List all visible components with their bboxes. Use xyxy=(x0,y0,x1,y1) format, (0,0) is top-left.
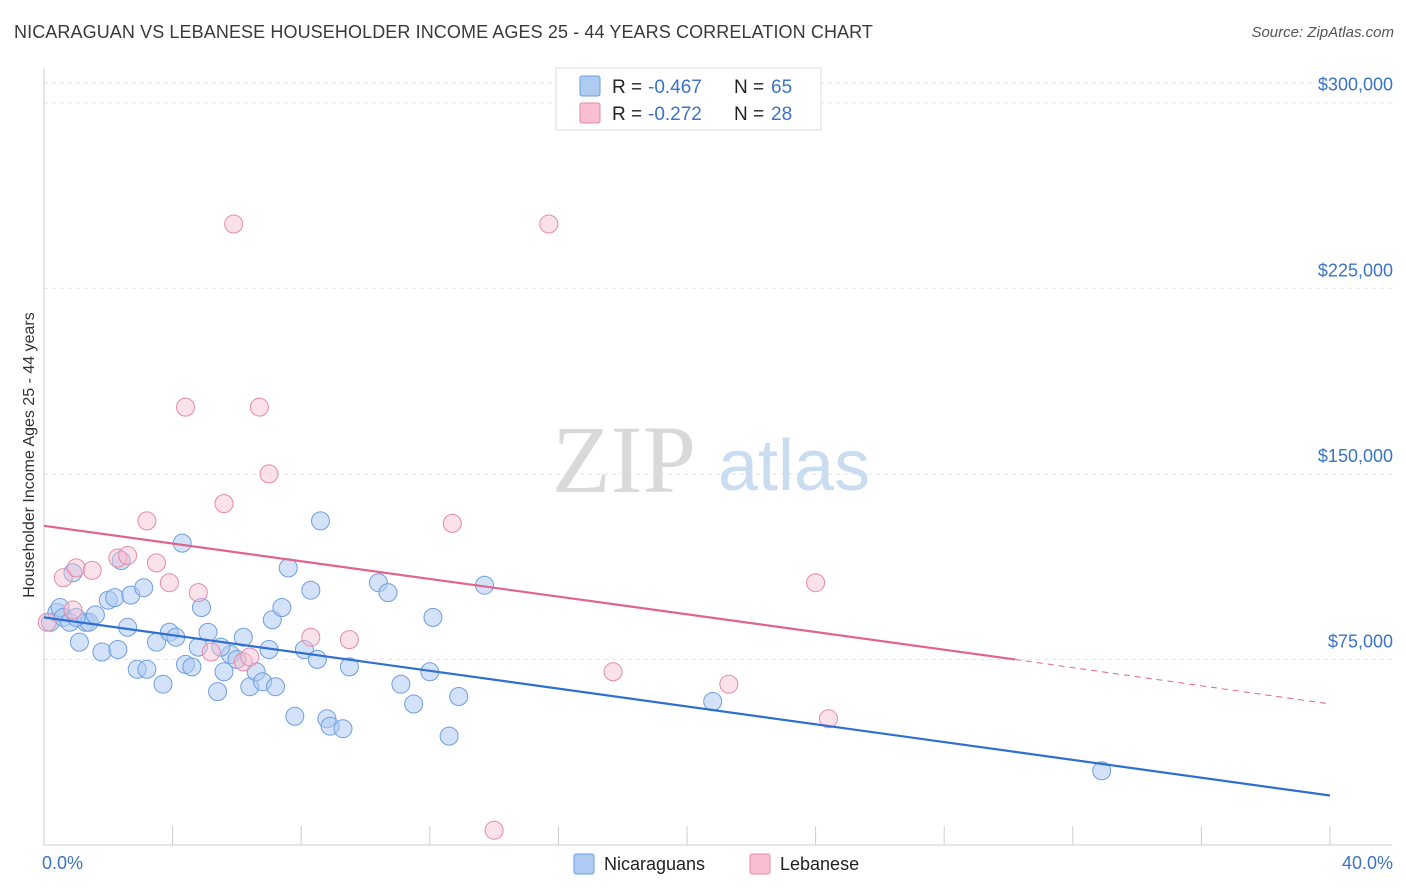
nicaraguan-point xyxy=(703,692,723,711)
nicaraguan-point xyxy=(153,674,173,694)
y-tick-label: $300,000 xyxy=(1318,75,1393,95)
lebanese-point xyxy=(240,647,260,667)
x-tick-label: 40.0% xyxy=(1342,853,1393,873)
lebanese-point xyxy=(224,214,244,234)
lebanese-point xyxy=(484,820,504,840)
nicaraguan-point xyxy=(105,588,125,608)
nicaraguan-point xyxy=(182,657,202,677)
lebanese-point xyxy=(66,558,86,578)
nicaraguan-point xyxy=(311,511,330,531)
lebanese-point xyxy=(137,511,157,531)
bottom-legend-label-lebanese: Lebanese xyxy=(780,854,859,874)
watermark: ZIP atlas xyxy=(552,406,870,513)
lebanese-point xyxy=(37,612,57,632)
lebanese-point xyxy=(53,568,73,588)
lebanese-point xyxy=(201,642,221,662)
lebanese-point xyxy=(118,546,138,565)
nicaraguan-point xyxy=(272,598,292,617)
nicaraguan-point xyxy=(208,682,228,702)
nicaraguan-point xyxy=(278,558,298,578)
nicaraguan-point xyxy=(214,662,234,682)
lebanese-point xyxy=(603,662,623,682)
y-tick-labels: $75,000 $150,000 $225,000 $300,000 xyxy=(1318,75,1393,652)
lebanese-trend-line xyxy=(43,524,1016,661)
chart-title: NICARAGUAN VS LEBANESE HOUSEHOLDER INCOM… xyxy=(14,22,874,42)
bottom-legend-swatch-lebanese xyxy=(749,853,771,875)
legend-bottom: Nicaraguans Lebanese xyxy=(573,853,859,875)
legend-r-label-2: R = xyxy=(612,104,642,125)
lebanese-point xyxy=(63,600,83,620)
legend-n-label-2: N = xyxy=(734,104,764,125)
nicaraguan-point xyxy=(111,551,131,570)
legend-n-value-1: 65 xyxy=(771,77,792,98)
legend-r-label-1: R = xyxy=(612,77,642,98)
nicaraguan-point xyxy=(108,640,128,659)
nicaraguan-point xyxy=(134,578,154,598)
lebanese-point xyxy=(819,709,838,729)
nicaraguan-point xyxy=(85,605,105,625)
lebanese-point xyxy=(442,513,462,533)
y-axis-label: Householder Income Ages 25 - 44 years xyxy=(21,312,38,598)
lebanese-point xyxy=(719,674,739,694)
x-tick-labels: 0.0% 40.0% xyxy=(42,853,1393,873)
legend-swatch-lebanese xyxy=(579,102,601,124)
data-points xyxy=(37,214,1112,840)
legend-n-label-1: N = xyxy=(734,77,764,98)
lebanese-point xyxy=(214,494,234,514)
grid-lines xyxy=(44,82,1392,660)
lebanese-point xyxy=(147,553,166,573)
nicaraguan-point xyxy=(378,583,398,603)
y-tick-label: $150,000 xyxy=(1318,446,1393,466)
x-tick-label: 0.0% xyxy=(42,853,83,873)
axes xyxy=(43,68,1392,846)
legend-n-value-2: 28 xyxy=(771,104,792,125)
legend-top: R = -0.467 N = 65 R = -0.272 N = 28 xyxy=(555,67,822,131)
nicaraguan-point xyxy=(233,627,253,647)
watermark-zip: ZIP xyxy=(552,406,696,513)
legend-swatch-nicaraguans xyxy=(579,75,601,97)
y-tick-label: $75,000 xyxy=(1328,631,1393,651)
watermark-atlas: atlas xyxy=(718,426,870,506)
bottom-legend-label-nicaraguans: Nicaraguans xyxy=(604,854,705,874)
nicaraguan-point xyxy=(266,677,285,697)
nicaraguan-point xyxy=(391,674,411,694)
nicaraguan-point xyxy=(449,687,469,706)
lebanese-point xyxy=(339,630,359,650)
nicaraguan-trend-line xyxy=(43,616,1331,797)
lebanese-point xyxy=(259,464,279,484)
lebanese-point xyxy=(249,397,269,417)
nicaraguan-point xyxy=(333,719,353,739)
source-label: Source: ZipAtlas.com xyxy=(1251,24,1394,41)
nicaraguan-point xyxy=(307,649,327,669)
lebanese-point xyxy=(176,397,195,417)
lebanese-point xyxy=(806,573,826,593)
lebanese-point xyxy=(188,583,208,603)
y-tick-label: $225,000 xyxy=(1318,260,1393,280)
nicaraguan-point xyxy=(285,706,305,726)
lebanese-point xyxy=(82,560,102,580)
nicaraguan-point xyxy=(339,657,359,677)
legend-r-value-1: -0.467 xyxy=(648,77,702,98)
nicaraguan-point xyxy=(69,632,89,652)
nicaraguan-point xyxy=(301,580,321,600)
nicaraguan-point xyxy=(423,607,443,627)
bottom-legend-swatch-nicaraguans xyxy=(573,853,595,875)
lebanese-point xyxy=(159,573,179,593)
lebanese-point xyxy=(301,627,321,647)
trend-lines xyxy=(43,524,1331,797)
nicaraguan-point xyxy=(1092,761,1112,781)
nicaraguan-point xyxy=(439,726,459,746)
nicaraguan-point xyxy=(137,659,157,679)
nicaraguan-point xyxy=(404,694,424,714)
nicaraguan-point xyxy=(92,642,112,662)
lebanese-trend-line-extension xyxy=(1014,658,1331,705)
lebanese-point xyxy=(539,214,559,234)
lebanese-point xyxy=(233,652,253,672)
nicaraguan-point xyxy=(192,598,211,617)
legend-r-value-2: -0.272 xyxy=(648,104,702,125)
